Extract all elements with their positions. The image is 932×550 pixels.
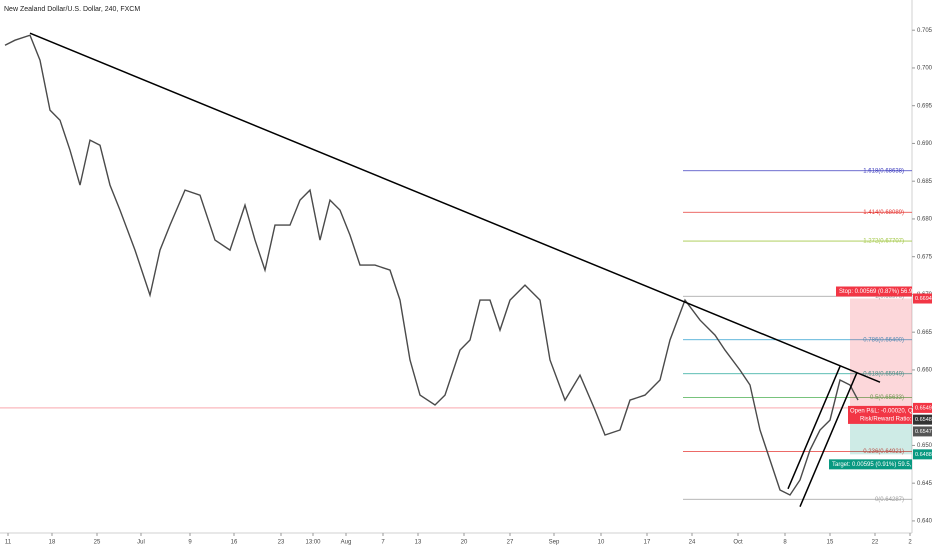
x-tick-label: 13:00 bbox=[305, 540, 321, 546]
trendline bbox=[29, 32, 881, 383]
fib-label: 0.236(0.64921) bbox=[863, 449, 904, 455]
fib-label: 0.5(0.65633) bbox=[870, 395, 904, 401]
pnl-box bbox=[848, 405, 912, 424]
price-tag-label: 0.66946 bbox=[915, 296, 932, 302]
y-tick-label: 0.70000 bbox=[917, 66, 932, 72]
price-tag bbox=[913, 449, 932, 460]
stop-zone bbox=[850, 298, 912, 408]
price-tag bbox=[913, 414, 932, 425]
x-tick-label: 22 bbox=[872, 540, 879, 546]
y-tick-label: 0.69500 bbox=[917, 103, 932, 109]
fib-label: 1(0.66976) bbox=[875, 294, 904, 300]
ratio-text: Risk/Reward Ratio: bbox=[860, 416, 912, 422]
fib-label: 1.272(0.67707) bbox=[863, 239, 904, 245]
target-box bbox=[829, 459, 912, 470]
price-tag-label: 0.65497 bbox=[915, 405, 932, 411]
fib-label: 0.618(0.65949) bbox=[863, 371, 904, 377]
x-tick-label: 13 bbox=[415, 540, 422, 546]
x-tick-label: 2 bbox=[908, 540, 912, 546]
price-tag bbox=[913, 426, 932, 437]
fib-label: 1.414(0.68089) bbox=[863, 210, 904, 216]
y-tick-label: 0.66500 bbox=[917, 330, 932, 336]
stop-text: Stop: 0.00569 (0.87%) 56.9, A bbox=[839, 289, 919, 295]
x-tick-label: 10 bbox=[598, 540, 605, 546]
x-tick-label: 17 bbox=[644, 540, 651, 546]
x-tick-label: 8 bbox=[783, 540, 787, 546]
y-tick-label: 0.70500 bbox=[917, 28, 932, 34]
price-tag bbox=[913, 293, 932, 304]
x-tick-label: 9 bbox=[188, 540, 192, 546]
y-tick-label: 0.69000 bbox=[917, 141, 932, 147]
target-text: Target: 0.00595 (0.91%) 59.5, A bbox=[832, 462, 917, 468]
y-tick-label: 0.67500 bbox=[917, 254, 932, 260]
y-tick-label: 0.68000 bbox=[917, 217, 932, 223]
x-tick-label: 25 bbox=[94, 540, 101, 546]
y-tick-label: 0.66000 bbox=[917, 368, 932, 374]
x-tick-label: 15 bbox=[827, 540, 834, 546]
x-tick-label: Jul bbox=[137, 540, 145, 546]
y-tick-label: 0.64500 bbox=[917, 481, 932, 487]
x-tick-label: 23 bbox=[278, 540, 285, 546]
trendline bbox=[787, 366, 841, 490]
price-tag-label: 0.65487 bbox=[915, 417, 932, 423]
y-tick-label: 0.68500 bbox=[917, 179, 932, 185]
x-tick-label: 24 bbox=[689, 540, 696, 546]
price-tag-label: 0.65477 bbox=[915, 429, 932, 435]
x-tick-label: 27 bbox=[507, 540, 514, 546]
x-tick-label: 20 bbox=[461, 540, 468, 546]
x-tick-label: 16 bbox=[231, 540, 238, 546]
price-tag-label: 0.64882 bbox=[915, 452, 932, 458]
stop-box bbox=[836, 286, 912, 297]
y-tick-label: 0.65000 bbox=[917, 443, 932, 449]
x-tick-label: Oct bbox=[733, 540, 743, 546]
x-tick-label: 11 bbox=[5, 540, 12, 546]
x-tick-label: Sep bbox=[549, 540, 560, 546]
y-tick-label: 0.64000 bbox=[917, 518, 932, 524]
fib-label: 1.618(0.68638) bbox=[863, 168, 904, 174]
fib-label: 0(0.64287) bbox=[875, 497, 904, 503]
x-tick-label: 18 bbox=[49, 540, 56, 546]
x-tick-label: Aug bbox=[341, 540, 352, 546]
x-tick-label: 7 bbox=[381, 540, 385, 546]
chart-title: New Zealand Dollar/U.S. Dollar, 240, FXC… bbox=[4, 6, 140, 13]
fib-label: 0.786(0.66400) bbox=[863, 337, 904, 343]
pnl-text: Open P&L: -0.00020, Qty bbox=[850, 408, 917, 414]
price-line bbox=[4, 34, 859, 496]
trendline bbox=[799, 372, 858, 508]
price-tag bbox=[913, 402, 932, 413]
